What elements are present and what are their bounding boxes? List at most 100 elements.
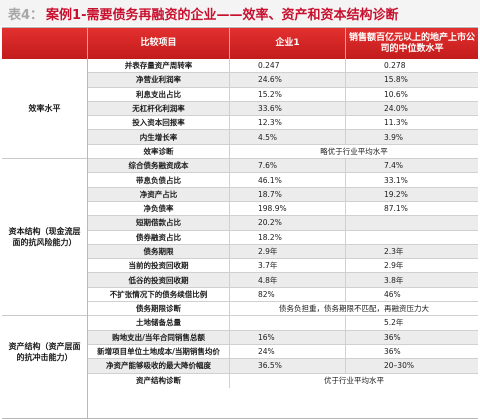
table-row: 净资产占比 18.7% 19.2% [88,187,478,202]
row-item: 带息负债占比 [88,173,230,187]
table-number: 表4： [8,7,44,23]
row-item: 土地储备总量 [88,316,230,330]
row-company-value: 18.2% [230,230,346,244]
row-item: 效率诊断 [88,144,230,159]
table-row: 低谷的投资回收期 4.8年 3.8年 [88,273,478,288]
row-company-value: 33.6% [230,101,346,116]
row-company-value: 0.247 [230,59,346,73]
table-row: 不扩张情况下的债务续借比例 82% 46% [88,287,478,303]
row-benchmark-value: 2.3年 [384,247,404,256]
row-item: 并表存量资产周转率 [88,59,230,73]
category-efficiency: 效率水平 [2,59,87,160]
table-row: 当前的投资回收期 3.7年 2.9年 [88,259,478,274]
row-item: 低谷的投资回收期 [88,273,230,287]
row-benchmark-value: 33.1% [384,175,408,185]
header-benchmark: 销售额百亿元以上的地产上市公司的中位数水平 [348,32,475,54]
row-item: 净营业利润率 [88,73,230,87]
row-company-value: 24% [230,344,346,359]
row-benchmark-value: 19.2% [384,189,408,199]
row-item: 债券融资占比 [88,230,230,244]
table-row: 债务期限 2.9年 2.3年 [88,244,478,260]
header-category [2,28,88,59]
row-company-value: 18.7% [230,187,346,201]
table-header: 比较项目 企业1 销售额百亿元以上的地产上市公司的中位数水平 [2,28,478,59]
row-item: 资产结构诊断 [88,373,230,388]
table-row: 资产结构诊断 优于行业平均水平 [88,373,478,388]
row-item: 债务期限 [88,244,230,259]
row-company-value: 12.3% [230,116,346,130]
table-row: 效率诊断 略优于行业平均水平 [88,144,478,160]
row-benchmark-value: 36% [384,347,401,357]
row-diagnosis: 优于行业平均水平 [324,376,384,386]
row-benchmark-value: 0.278 [384,61,406,71]
table-title: 案例1-需要债务再融资的企业——效率、资产和资本结构诊断 [46,7,399,23]
row-company-value: 2.9年 [230,244,346,259]
category-column: 效率水平 资本结构（现金流层面的抗风险能力） 资产结构（资产层面的抗冲击能力） [2,59,88,418]
table-title-bar: 表4： 案例1-需要债务再融资的企业——效率、资产和资本结构诊断 [0,0,480,26]
header-company: 企业1 [230,28,346,59]
table-row: 综合债务融资成本 7.6% 7.4% [88,159,478,174]
row-item: 不扩张情况下的债务续借比例 [88,287,230,302]
row-company-value: 82% [230,287,346,302]
row-company-value: 198.9% [230,201,346,216]
row-diagnosis: 债务负担重，债务期限不匹配，再融资压力大 [279,304,429,314]
row-item: 无杠杆化利润率 [88,101,230,116]
row-benchmark-value: 46% [384,289,401,299]
table-row: 带息负债占比 46.1% 33.1% [88,173,478,188]
row-diagnosis: 略优于行业平均水平 [320,146,388,156]
row-benchmark-value: 3.9% [384,132,404,142]
row-item: 购地支出/当年合同销售总额 [88,330,230,344]
row-company-value: 46.1% [230,173,346,187]
row-benchmark-value: 7.4% [384,161,404,171]
row-company-value: 3.7年 [230,259,346,273]
row-item: 短期借款占比 [88,216,230,230]
row-benchmark-value: 36% [384,332,401,342]
row-company-value: 36.5% [230,359,346,373]
row-benchmark-value: 87.1% [384,204,408,214]
row-item: 投入资本回报率 [88,116,230,130]
diagnosis-table: 比较项目 企业1 销售额百亿元以上的地产上市公司的中位数水平 效率水平 资本结构… [2,27,478,419]
row-item: 内生增长率 [88,130,230,144]
row-benchmark-value: 24.0% [384,104,408,114]
row-benchmark-value [346,216,478,229]
header-item: 比较项目 [88,28,230,59]
row-company-value: 20.2% [230,216,346,230]
row-benchmark-value [346,231,478,244]
table-row: 利息支出占比 15.2% 10.6% [88,87,478,102]
row-benchmark-value: 15.8% [384,75,408,85]
row-item: 净负债率 [88,201,230,216]
row-item: 净资产能够吸收的最大降价幅度 [88,359,230,373]
table-row: 债务期限诊断 债务负担重，债务期限不匹配，再融资压力大 [88,302,478,317]
table-row: 土地储备总量 5.2年 [88,316,478,331]
table-row: 无杠杆化利润率 33.6% 24.0% [88,101,478,117]
row-item: 净资产占比 [88,187,230,201]
row-benchmark-value: 2.9年 [384,261,404,271]
row-company-value: 24.6% [230,73,346,87]
row-item: 当前的投资回收期 [88,259,230,273]
table-row: 内生增长率 4.5% 3.9% [88,130,478,145]
row-benchmark-value: 20–30% [384,361,414,371]
row-item: 新增项目单位土地成本/当期销售均价 [88,344,230,359]
row-benchmark-value: 5.2年 [384,318,404,328]
table-row: 债券融资占比 18.2% [88,230,478,245]
table-body: 效率水平 资本结构（现金流层面的抗风险能力） 资产结构（资产层面的抗冲击能力） … [2,59,478,418]
row-item: 债务期限诊断 [88,302,230,316]
category-capital-structure: 资本结构（现金流层面的抗风险能力） [2,159,87,317]
table-row: 短期借款占比 20.2% [88,216,478,231]
row-item: 综合债务融资成本 [88,159,230,173]
row-company-value: 16% [230,330,346,344]
category-asset-structure: 资产结构（资产层面的抗冲击能力） [8,342,81,363]
row-company-value: 7.6% [230,159,346,173]
row-benchmark-value: 3.8年 [384,275,404,285]
table-row: 净营业利润率 24.6% 15.8% [88,73,478,88]
row-item: 利息支出占比 [88,87,230,101]
table-row: 并表存量资产周转率 0.247 0.278 [88,59,478,74]
row-benchmark-value: 10.6% [384,89,408,99]
row-company-value: 15.2% [230,87,346,101]
table-row: 投入资本回报率 12.3% 11.3% [88,116,478,131]
rows-column: 并表存量资产周转率 0.247 0.278 净营业利润率 24.6% 15.8% 利息支出占… [88,59,478,418]
row-company-value: 4.5% [230,130,346,144]
row-company-value: 4.8年 [230,273,346,287]
table-row: 购地支出/当年合同销售总额 16% 36% [88,330,478,345]
row-company-value [230,316,346,330]
